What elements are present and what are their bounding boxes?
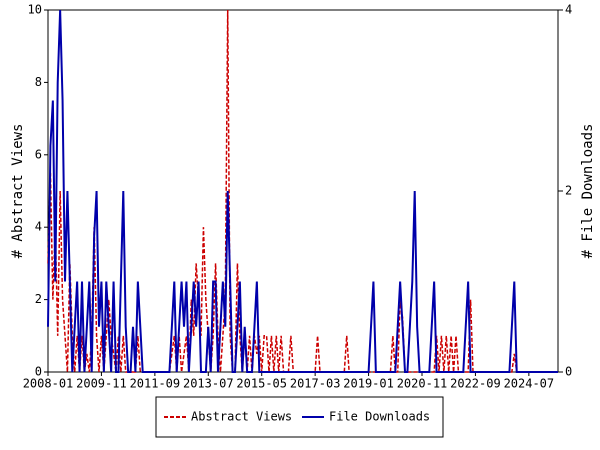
x-tick-label: 2020-11 bbox=[397, 377, 448, 391]
x-tick-label: 2008-01 bbox=[23, 377, 74, 391]
y2-axis-label: # File Downloads bbox=[580, 124, 596, 259]
y-tick-label: 10 bbox=[28, 3, 42, 17]
y-tick-label: 2 bbox=[35, 292, 42, 306]
y-axis-label: # Abstract Views bbox=[10, 124, 26, 259]
x-tick-label: 2019-01 bbox=[343, 377, 394, 391]
plot-frame bbox=[47, 9, 559, 373]
x-tick-label: 2015-05 bbox=[236, 377, 287, 391]
y-tick-label: 8 bbox=[35, 75, 42, 89]
legend-label: Abstract Views bbox=[191, 410, 292, 424]
x-tick-label: 2024-07 bbox=[504, 377, 555, 391]
y2-tick-label: 4 bbox=[565, 3, 572, 17]
x-tick-label: 2009-11 bbox=[76, 377, 127, 391]
x-tick-label: 2022-09 bbox=[450, 377, 501, 391]
legend-label: File Downloads bbox=[329, 410, 430, 424]
x-tick-label: 2013-07 bbox=[183, 377, 234, 391]
y-tick-label: 0 bbox=[35, 365, 42, 379]
y2-tick-label: 2 bbox=[565, 184, 572, 198]
x-tick-label: 2011-09 bbox=[130, 377, 181, 391]
x-tick-label: 2017-03 bbox=[290, 377, 341, 391]
y2-tick-label: 0 bbox=[565, 365, 572, 379]
series-line bbox=[47, 9, 558, 373]
y-tick-label: 6 bbox=[35, 147, 42, 161]
legend-box bbox=[155, 396, 444, 438]
y-tick-label: 4 bbox=[35, 220, 42, 234]
series-line bbox=[47, 9, 558, 373]
